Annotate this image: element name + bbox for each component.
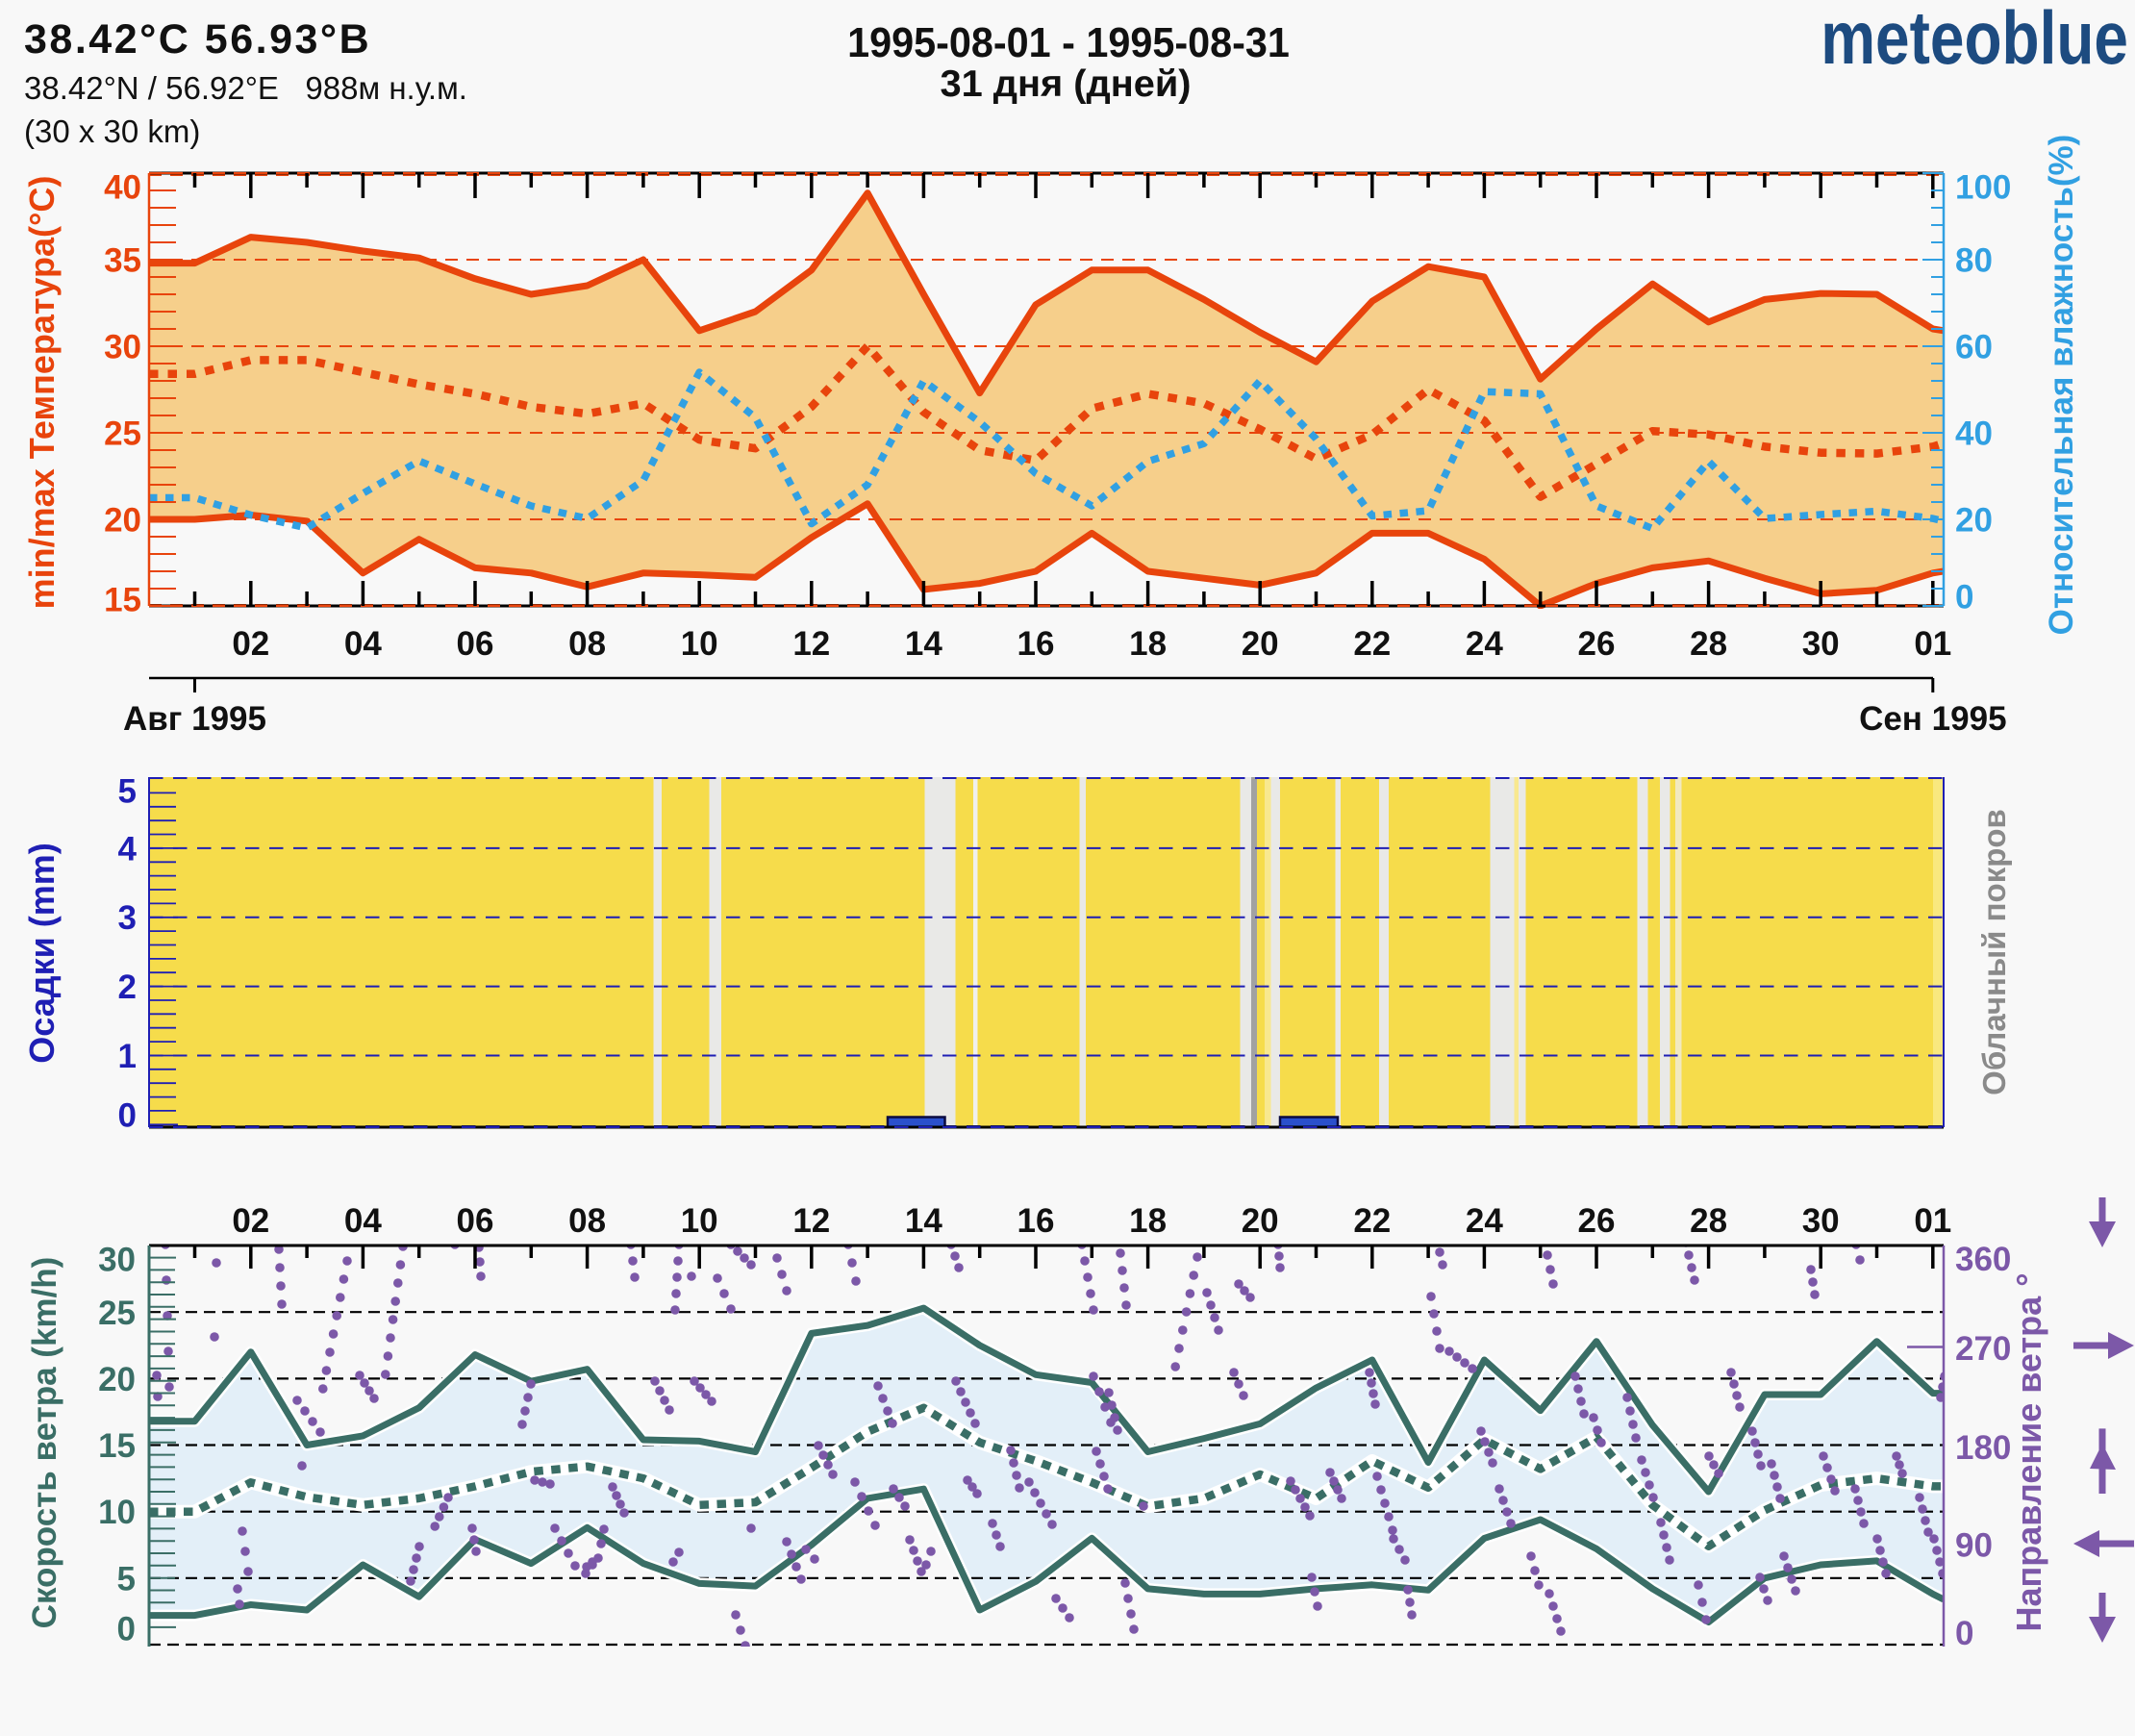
svg-text:5: 5 <box>118 773 137 811</box>
svg-text:16: 16 <box>1017 625 1055 663</box>
svg-text:270: 270 <box>1955 1330 2011 1368</box>
svg-text:1: 1 <box>118 1038 137 1075</box>
svg-text:Относительная влажность(%): Относительная влажность(%) <box>2043 135 2080 636</box>
svg-text:25: 25 <box>98 1295 136 1332</box>
svg-text:30: 30 <box>104 329 141 366</box>
svg-text:38.42°N / 56.92°E 988м н.у.м: 38.42°N / 56.92°E 988м н.у.м. <box>24 70 467 106</box>
svg-text:30: 30 <box>98 1242 136 1279</box>
svg-text:02: 02 <box>232 625 269 663</box>
svg-text:24: 24 <box>1466 625 1503 663</box>
svg-text:01: 01 <box>1914 1202 1951 1240</box>
svg-text:24: 24 <box>1466 1202 1503 1240</box>
svg-text:26: 26 <box>1578 625 1616 663</box>
svg-text:08: 08 <box>568 625 606 663</box>
svg-text:10: 10 <box>681 625 718 663</box>
svg-text:14: 14 <box>905 1202 942 1240</box>
svg-text:40: 40 <box>1955 415 1993 453</box>
svg-text:0: 0 <box>118 1097 137 1135</box>
svg-text:15: 15 <box>104 582 141 619</box>
svg-text:12: 12 <box>792 1202 830 1240</box>
svg-text:02: 02 <box>232 1202 269 1240</box>
svg-text:14: 14 <box>905 625 942 663</box>
svg-text:1995-08-01 - 1995-08-31: 1995-08-01 - 1995-08-31 <box>847 19 1290 66</box>
svg-text:Сен 1995: Сен 1995 <box>1859 700 2006 738</box>
svg-text:0: 0 <box>117 1611 136 1648</box>
svg-text:25: 25 <box>104 415 141 453</box>
svg-text:20: 20 <box>1242 625 1279 663</box>
svg-text:Направление ветра °: Направление ветра ° <box>2009 1273 2048 1632</box>
svg-text:06: 06 <box>457 1202 494 1240</box>
svg-text:01: 01 <box>1914 625 1951 663</box>
svg-text:28: 28 <box>1690 625 1727 663</box>
svg-text:(30 x 30 km): (30 x 30 km) <box>24 113 200 149</box>
svg-text:10: 10 <box>681 1202 718 1240</box>
svg-text:Скорость ветра (km/h): Скорость ветра (km/h) <box>26 1257 63 1629</box>
svg-text:16: 16 <box>1017 1202 1055 1240</box>
svg-text:meteoblue: meteoblue <box>1821 0 2128 80</box>
svg-text:15: 15 <box>98 1427 136 1465</box>
svg-text:35: 35 <box>104 242 141 280</box>
svg-text:38.42°C 56.93°B: 38.42°C 56.93°B <box>24 16 371 63</box>
svg-text:31 дня (дней): 31 дня (дней) <box>940 63 1191 105</box>
svg-text:Осадки (mm): Осадки (mm) <box>22 843 62 1063</box>
svg-text:06: 06 <box>457 625 494 663</box>
svg-text:min/max Температура(°C): min/max Температура(°C) <box>22 176 62 610</box>
svg-text:20: 20 <box>104 502 141 540</box>
svg-text:180: 180 <box>1955 1429 2011 1467</box>
svg-text:30: 30 <box>1802 625 1840 663</box>
svg-text:2: 2 <box>118 969 137 1006</box>
svg-text:60: 60 <box>1955 329 1993 366</box>
svg-text:04: 04 <box>344 1202 382 1240</box>
svg-text:5: 5 <box>117 1560 136 1598</box>
svg-text:08: 08 <box>568 1202 606 1240</box>
svg-text:40: 40 <box>104 169 141 207</box>
svg-text:4: 4 <box>118 830 138 868</box>
svg-text:28: 28 <box>1690 1202 1727 1240</box>
svg-text:22: 22 <box>1353 1202 1391 1240</box>
svg-text:90: 90 <box>1955 1527 1993 1565</box>
svg-text:20: 20 <box>98 1361 136 1398</box>
svg-text:360: 360 <box>1955 1241 2011 1278</box>
svg-text:22: 22 <box>1353 625 1391 663</box>
svg-text:20: 20 <box>1242 1202 1279 1240</box>
svg-text:18: 18 <box>1129 625 1167 663</box>
svg-text:0: 0 <box>1955 579 1973 616</box>
svg-text:12: 12 <box>792 625 830 663</box>
svg-text:18: 18 <box>1129 1202 1167 1240</box>
svg-text:26: 26 <box>1578 1202 1616 1240</box>
svg-text:80: 80 <box>1955 242 1993 280</box>
svg-text:100: 100 <box>1955 169 2011 207</box>
svg-text:04: 04 <box>344 625 382 663</box>
svg-text:Облачный покров: Облачный покров <box>1976 809 2012 1095</box>
svg-text:20: 20 <box>1955 502 1993 540</box>
svg-text:10: 10 <box>98 1494 136 1531</box>
svg-text:3: 3 <box>118 899 137 937</box>
svg-text:30: 30 <box>1802 1202 1840 1240</box>
svg-text:Авг 1995: Авг 1995 <box>123 700 266 738</box>
svg-text:0: 0 <box>1955 1615 1973 1652</box>
